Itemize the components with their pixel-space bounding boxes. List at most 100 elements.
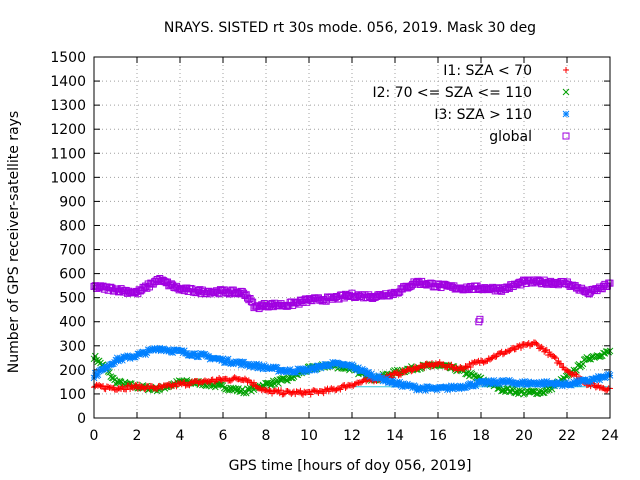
- data-point: [105, 383, 112, 390]
- data-point: [493, 353, 500, 360]
- data-point: [218, 377, 225, 384]
- data-point: [328, 385, 335, 392]
- marker-stroke: [464, 369, 472, 376]
- data-point: [133, 382, 140, 389]
- x-tick-label: 16: [429, 428, 447, 444]
- chart-title: NRAYS. SISTED rt 30s mode. 056, 2019. Ma…: [164, 20, 536, 36]
- marker-stroke: [255, 361, 263, 368]
- data-point: [432, 360, 439, 367]
- x-tick-label: 20: [515, 428, 533, 444]
- data-point: [263, 379, 271, 387]
- data-point: [336, 385, 343, 392]
- data-point: [552, 355, 559, 362]
- marker-stroke: [469, 372, 477, 379]
- data-point: [409, 367, 416, 374]
- marker-stroke: [224, 355, 232, 363]
- data-point: [342, 384, 349, 391]
- data-point: [201, 377, 208, 384]
- y-tick-label: 100: [59, 387, 86, 403]
- marker-stroke: [156, 344, 164, 352]
- series-2: [90, 344, 614, 394]
- marker-stroke: [97, 359, 104, 367]
- data-point: [320, 390, 327, 397]
- data-point: [450, 366, 457, 373]
- marker-stroke: [604, 348, 611, 355]
- data-point: [464, 369, 472, 376]
- data-point: [492, 353, 499, 360]
- y-tick-label: 1400: [50, 74, 86, 90]
- y-tick-label: 1000: [50, 170, 86, 186]
- data-point: [173, 383, 180, 390]
- marker-stroke: [111, 376, 118, 384]
- data-point: [584, 355, 592, 363]
- data-point: [557, 360, 564, 367]
- marker-stroke: [94, 371, 102, 379]
- data-point: [474, 358, 481, 365]
- marker-stroke: [213, 380, 220, 388]
- data-point: [470, 360, 477, 367]
- y-tick-label: 300: [59, 339, 86, 355]
- data-point: [116, 385, 123, 392]
- marker-stroke: [365, 369, 373, 376]
- data-point: [156, 383, 163, 390]
- data-point: [604, 386, 611, 393]
- marker-stroke: [513, 387, 521, 395]
- marker-stroke: [529, 388, 536, 395]
- marker-stroke: [367, 370, 375, 378]
- marker-stroke: [280, 375, 287, 382]
- data-point: [551, 353, 558, 360]
- data-point: [421, 364, 428, 371]
- data-point: [604, 348, 611, 355]
- data-point: [337, 386, 344, 393]
- data-point: [398, 371, 405, 378]
- x-tick-label: 14: [386, 428, 404, 444]
- data-point: [529, 388, 536, 395]
- data-point: [597, 384, 604, 391]
- y-tick-label: 400: [59, 315, 86, 331]
- data-point: [321, 386, 328, 393]
- data-point: [440, 361, 447, 368]
- data-point: [423, 360, 430, 367]
- data-point: [510, 344, 517, 351]
- data-point: [92, 383, 99, 390]
- data-point: [490, 352, 497, 359]
- data-point: [236, 375, 243, 382]
- marker-stroke: [217, 381, 224, 388]
- marker-stroke: [209, 381, 217, 389]
- marker-stroke: [584, 355, 592, 363]
- y-tick-label: 900: [59, 194, 86, 210]
- marker-stroke: [91, 352, 99, 360]
- marker-stroke: [242, 389, 250, 397]
- y-tick-label: 700: [59, 243, 86, 259]
- data-point: [154, 385, 161, 392]
- data-point: [573, 371, 580, 378]
- data-point: [250, 379, 257, 386]
- data-point: [307, 391, 314, 398]
- marker-stroke: [275, 380, 282, 387]
- data-point: [158, 383, 165, 390]
- x-tick-label: 8: [262, 428, 271, 444]
- data-point: [106, 369, 113, 376]
- data-point: [488, 355, 495, 362]
- marker-stroke: [106, 369, 113, 376]
- y-tick-label: 0: [77, 411, 86, 427]
- data-point: [205, 378, 212, 385]
- x-tick-label: 24: [601, 428, 619, 444]
- x-tick-label: 22: [558, 428, 576, 444]
- data-point: [503, 348, 510, 355]
- data-point: [480, 359, 487, 366]
- data-point: [241, 375, 248, 382]
- marker-stroke: [219, 382, 227, 389]
- data-point: [349, 382, 355, 389]
- data-point: [534, 341, 541, 348]
- marker-stroke: [361, 367, 369, 375]
- data-points: [90, 274, 614, 398]
- data-point: [190, 379, 197, 386]
- marker-stroke: [113, 354, 121, 362]
- data-point: [560, 364, 567, 371]
- data-point: [242, 389, 250, 397]
- data-point: [91, 352, 99, 360]
- x-tick-label: 0: [90, 428, 99, 444]
- axes: 0100200300400500600700800900100011001200…: [50, 50, 619, 444]
